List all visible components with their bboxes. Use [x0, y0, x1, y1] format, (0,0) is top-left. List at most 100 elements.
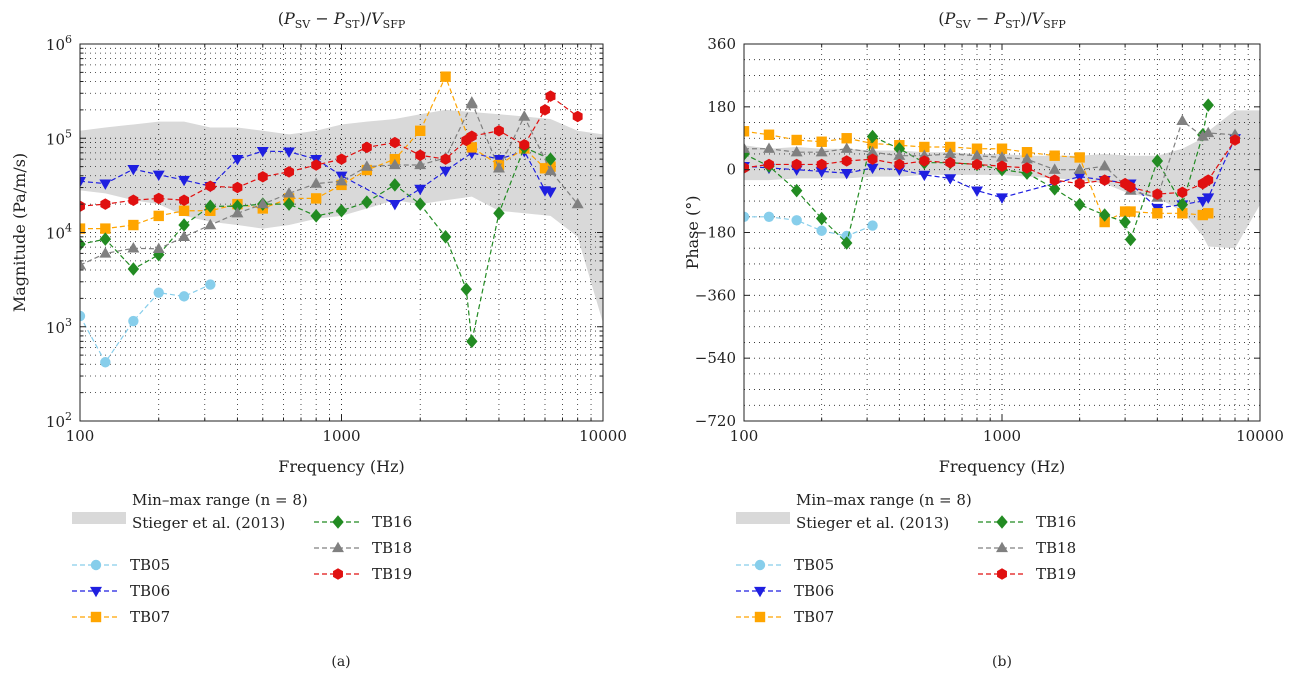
y-tick-label: 103 [46, 316, 72, 337]
data-point-TB05 [816, 225, 827, 236]
data-point-TB06 [439, 166, 452, 178]
data-point-TB19 [1125, 181, 1136, 193]
data-point-TB06 [231, 154, 244, 166]
y-tick-label: 106 [46, 33, 72, 54]
data-point-TB16 [893, 141, 906, 156]
x-tick-label: 100 [66, 427, 95, 445]
data-point-TB19 [466, 130, 477, 142]
data-point-TB16 [815, 211, 828, 226]
data-point-TB16 [493, 206, 505, 221]
data-point-TB16 [178, 218, 190, 232]
data-point-TB06 [152, 170, 165, 181]
data-point-TB06 [1202, 193, 1215, 204]
data-point-TB18 [388, 158, 401, 170]
data-point-TB19 [744, 162, 749, 174]
data-point-TB18 [204, 218, 217, 230]
data-point-TB05 [178, 291, 190, 302]
data-point-TB18 [231, 207, 244, 218]
legend-marker-TB19 [997, 568, 1007, 580]
data-point-TB16 [439, 230, 452, 244]
data-point-TB16 [1073, 197, 1086, 212]
y-axis-label: Phase (°) [683, 196, 702, 270]
data-point-TB19 [1074, 177, 1085, 190]
ticks [743, 43, 1260, 422]
series-line-TB05 [744, 216, 873, 237]
data-point-TB07 [1197, 209, 1208, 221]
data-point-TB18 [1021, 152, 1033, 164]
data-point-TB19 [257, 171, 268, 183]
data-point-TB07 [178, 205, 190, 216]
range-band [744, 110, 1260, 249]
data-point-TB19 [545, 90, 556, 102]
data-point-TB07 [415, 125, 426, 136]
legend-label-TB16: TB16 [1036, 513, 1076, 531]
series-TB19 [744, 134, 1240, 200]
y-tick-label: 105 [46, 127, 72, 148]
data-point-TB19 [1177, 186, 1188, 199]
data-point-TB06 [80, 177, 86, 188]
data-point-TB07 [539, 163, 551, 174]
legend-label-TB05: TB05 [794, 556, 834, 574]
data-point-TB18 [360, 160, 373, 171]
data-point-TB18 [178, 230, 191, 241]
data-point-TB19 [1230, 134, 1240, 146]
data-point-TB06 [544, 187, 557, 199]
data-point-TB07 [1152, 208, 1163, 219]
data-point-TB19 [415, 149, 426, 161]
data-point-TB18 [152, 242, 165, 254]
legend-band-source: Stieger et al. (2013) [796, 514, 949, 532]
data-point-TB18 [1176, 114, 1189, 125]
data-point-TB07 [919, 141, 930, 153]
legend-label-TB18: TB18 [372, 539, 412, 557]
data-point-TB07 [996, 143, 1008, 154]
y-tick-label: −360 [695, 286, 736, 304]
legend-label-TB18: TB18 [1036, 539, 1076, 557]
data-point-TB06 [256, 146, 269, 158]
data-point-TB18 [414, 158, 427, 170]
data-point-TB07 [816, 136, 827, 147]
legend-label-TB05: TB05 [130, 556, 170, 574]
data-point-TB19 [128, 194, 139, 206]
chart-title: (PSV − PST)/VSFP [278, 9, 406, 31]
legend-marker-TB05 [754, 559, 766, 571]
data-point-TB05 [867, 220, 878, 231]
legend-band-swatch [736, 512, 790, 524]
data-point-TB07 [1119, 206, 1131, 217]
data-point-TB19 [284, 166, 294, 178]
data-point-TB18 [465, 96, 478, 107]
legend-marker-TB06 [90, 586, 102, 598]
data-point-TB18 [1196, 130, 1209, 141]
data-point-TB18 [893, 149, 906, 160]
data-point-TB07 [945, 141, 956, 153]
grid [744, 44, 1260, 421]
panel-caption: (b) [992, 654, 1012, 670]
x-axis-label: Frequency (Hz) [939, 457, 1066, 476]
data-point-TB19 [997, 160, 1007, 172]
data-point-TB07 [310, 193, 322, 204]
data-point-TB07 [440, 71, 451, 82]
legend-marker-TB06 [754, 586, 766, 598]
legend-label-TB06: TB06 [794, 582, 834, 600]
x-tick-label: 1000 [983, 427, 1021, 445]
data-point-TB18 [996, 151, 1008, 162]
data-point-TB16 [1202, 98, 1214, 112]
data-point-TB18 [80, 258, 86, 270]
x-tick-label: 10000 [1236, 427, 1284, 445]
data-point-TB16 [460, 282, 472, 297]
chart-title: (PSV − PST)/VSFP [938, 9, 1066, 31]
legend-marker-TB18 [996, 541, 1008, 553]
data-point-TB18 [944, 147, 957, 159]
legend: Min–max range (n = 8) Stieger et al. (201… [736, 491, 1076, 626]
data-point-TB07 [971, 143, 983, 154]
data-point-TB07 [763, 129, 775, 140]
data-point-TB18 [815, 145, 828, 157]
data-point-TB19 [919, 155, 930, 167]
data-point-TB19 [1152, 188, 1163, 200]
legend-band-label: Min–max range (n = 8) [132, 491, 308, 509]
data-point-TB19 [894, 158, 905, 171]
y-tick-label: 0 [726, 161, 736, 179]
legend: Min–max range (n = 8) Stieger et al. (201… [72, 491, 412, 626]
data-point-TB06 [414, 184, 427, 196]
legend-label-TB06: TB06 [130, 582, 170, 600]
